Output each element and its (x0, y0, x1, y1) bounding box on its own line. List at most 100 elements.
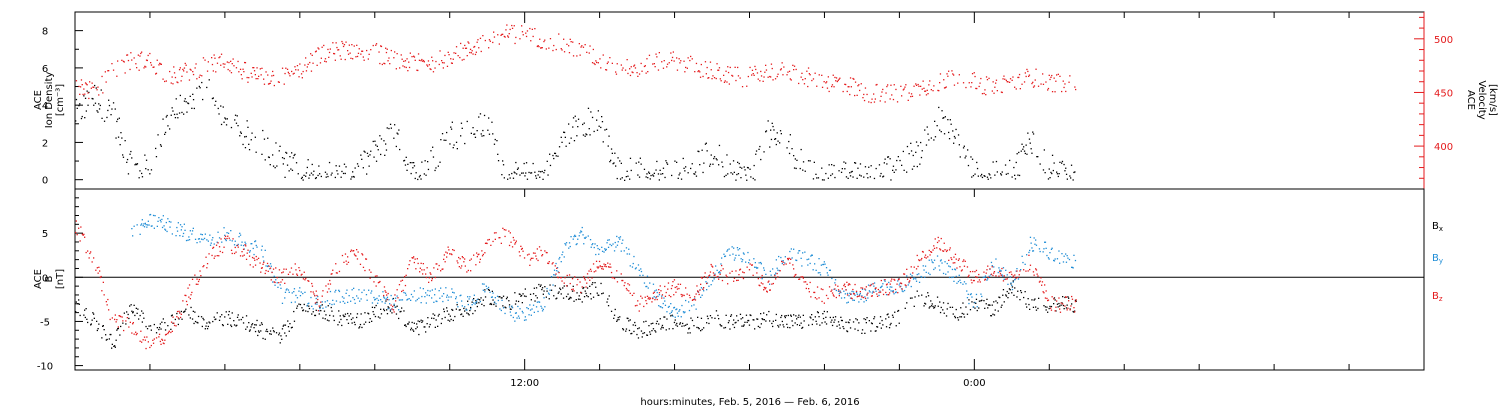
top-series-0-point (938, 106, 940, 109)
series-By-point (967, 293, 969, 295)
top-series-1-point (521, 31, 524, 33)
series-Bz-point (335, 263, 337, 265)
top-series-1-point (1053, 77, 1055, 79)
top-series-1-point (370, 49, 372, 51)
series-Bz-point (802, 276, 804, 278)
series-Bx-point (155, 332, 158, 334)
top-series-0-point (93, 104, 95, 106)
series-Bx-point (393, 304, 395, 306)
series-Bz-point (479, 258, 481, 260)
series-Bx-point (780, 316, 782, 319)
series-Bz-point (186, 304, 188, 306)
top-series-1-point (314, 51, 317, 53)
series-Bz-point (365, 258, 367, 260)
series-By-point (276, 282, 278, 284)
series-Bz-point (535, 258, 538, 260)
series-Bx-point (359, 326, 361, 328)
series-Bz-point (552, 262, 554, 264)
series-Bx-point (760, 323, 762, 325)
series-Bx-point (822, 317, 825, 320)
top-series-0-point (990, 177, 992, 179)
series-Bx-point (404, 324, 406, 326)
top-series-0-point (214, 104, 216, 106)
series-Bz-point (849, 293, 852, 295)
top-series-1-point (233, 65, 235, 67)
series-Bx-point (871, 323, 873, 325)
series-Bx-point (613, 314, 616, 316)
top-series-1-point (980, 77, 982, 80)
top-series-0-point (254, 136, 256, 138)
series-Bz-point (977, 281, 979, 283)
series-By-point (988, 275, 990, 277)
series-Bz-point (116, 319, 118, 321)
series-By-point (194, 238, 197, 240)
top-series-0-point (884, 158, 886, 160)
series-Bx-point (434, 326, 436, 328)
series-Bz-point (430, 273, 432, 275)
top-series-1-point (793, 69, 795, 71)
series-Bx-point (843, 327, 845, 330)
top-series-1-point (246, 76, 248, 79)
series-Bx-point (339, 315, 341, 317)
top-series-0-point (84, 117, 86, 119)
series-Bx-point (742, 325, 745, 327)
top-series-1-point (1005, 79, 1007, 81)
top-series-0-point (920, 141, 922, 144)
series-By-point (245, 243, 247, 245)
series-By-point (483, 283, 485, 285)
series-By-point (200, 238, 203, 240)
series-Bx-point (541, 288, 543, 291)
series-By-point (143, 223, 145, 225)
top-series-0-point (295, 162, 298, 164)
top-series-0-point (706, 150, 708, 152)
top-series-1-point (283, 83, 285, 85)
top-series-1-point (124, 72, 126, 74)
bottom-panel-points (75, 213, 1077, 350)
series-By-point (757, 267, 759, 269)
top-left-tick-label: 0 (42, 176, 48, 187)
series-Bz-point (861, 296, 863, 298)
series-By-point (880, 286, 882, 288)
series-Bx-point (697, 316, 699, 318)
series-By-point (341, 296, 344, 298)
top-series-1-point (263, 83, 266, 85)
series-Bz-point (624, 282, 626, 284)
top-series-0-point (480, 133, 482, 135)
top-series-1-point (706, 66, 708, 69)
series-Bz-point (901, 288, 903, 290)
top-series-0-point (272, 165, 275, 167)
series-Bz-point (701, 277, 703, 279)
series-By-point (239, 234, 242, 236)
series-Bz-point (793, 275, 795, 278)
series-Bz-point (548, 261, 550, 263)
series-By-point (441, 295, 443, 297)
top-series-0-point (963, 145, 965, 147)
series-Bx-point (617, 316, 619, 319)
top-series-1-point (881, 91, 883, 93)
series-Bz-point (854, 283, 856, 286)
series-Bx-point (833, 321, 835, 323)
series-Bz-point (586, 273, 589, 275)
series-Bz-point (301, 273, 303, 275)
series-Bz-point (452, 249, 454, 251)
series-Bz-point (759, 285, 761, 287)
top-series-1-point (731, 74, 733, 77)
series-Bx-point (120, 325, 122, 328)
series-By-point (856, 293, 858, 295)
top-series-1-point (882, 88, 884, 91)
top-series-0-point (521, 172, 523, 174)
series-Bx-point (957, 317, 959, 319)
series-By-point (307, 303, 309, 305)
top-series-1-point (1069, 75, 1071, 77)
top-series-0-point (1005, 173, 1007, 175)
series-Bz-point (99, 276, 101, 279)
series-Bz-point (142, 339, 144, 341)
series-By-point (450, 296, 452, 298)
series-By-point (753, 258, 755, 260)
series-Bx-point (737, 319, 739, 322)
series-Bz-point (971, 282, 973, 284)
series-By-point (500, 309, 502, 312)
series-By-point (146, 224, 149, 226)
top-series-0-point (103, 120, 106, 122)
series-Bz-point (943, 242, 945, 244)
